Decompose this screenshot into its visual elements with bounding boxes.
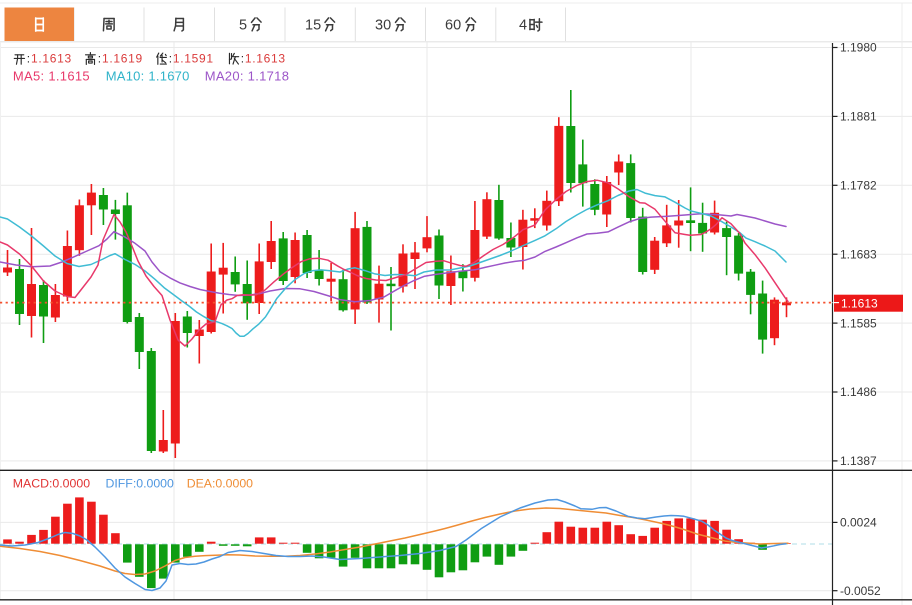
svg-text:1.1683: 1.1683 — [840, 247, 877, 261]
svg-text::: : — [27, 52, 30, 66]
svg-text:DEA:0.0000: DEA:0.0000 — [187, 477, 253, 491]
svg-text:1.1613: 1.1613 — [245, 52, 286, 66]
svg-text:DIFF:0.0000: DIFF:0.0000 — [106, 477, 175, 491]
svg-text:4: 4 — [519, 18, 527, 34]
svg-text:-0.0052: -0.0052 — [840, 584, 881, 598]
svg-text::: : — [241, 52, 244, 66]
svg-text:1.1881: 1.1881 — [840, 110, 877, 124]
svg-text:1.1619: 1.1619 — [102, 52, 143, 66]
svg-text::: : — [98, 52, 101, 66]
svg-text:1.1980: 1.1980 — [840, 41, 877, 55]
svg-text:MA10: 1.1670: MA10: 1.1670 — [106, 69, 190, 84]
svg-text::: : — [169, 52, 172, 66]
svg-text:1.1613: 1.1613 — [31, 52, 72, 66]
svg-text:15: 15 — [305, 18, 321, 34]
svg-text:60: 60 — [445, 18, 461, 34]
svg-text:1.1591: 1.1591 — [173, 52, 214, 66]
svg-text:1.1585: 1.1585 — [840, 316, 877, 330]
svg-text:MA5: 1.1615: MA5: 1.1615 — [13, 69, 90, 84]
svg-text:1.1782: 1.1782 — [840, 179, 877, 193]
svg-text:1.1486: 1.1486 — [840, 385, 877, 399]
svg-text:MA20: 1.1718: MA20: 1.1718 — [205, 69, 290, 84]
svg-text:0.0024: 0.0024 — [840, 516, 877, 530]
svg-text:30: 30 — [375, 18, 391, 34]
svg-text:5: 5 — [239, 18, 247, 34]
svg-text:1.1387: 1.1387 — [840, 454, 877, 468]
svg-text:1.1613: 1.1613 — [841, 297, 878, 311]
svg-text:MACD:0.0000: MACD:0.0000 — [13, 477, 90, 491]
